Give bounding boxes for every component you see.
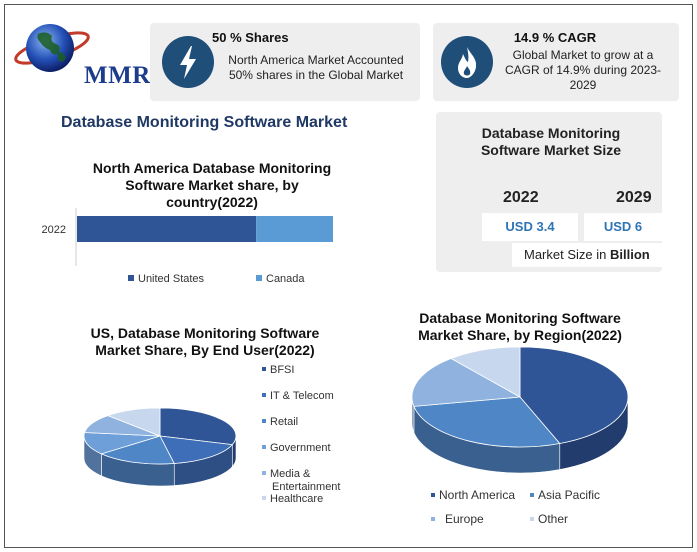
region-pie-slice-other xyxy=(450,346,521,398)
legend-item-retail: Retail xyxy=(262,416,298,428)
lightning-icon xyxy=(162,36,214,88)
legend-swatch-canada xyxy=(256,275,262,282)
value-2029-box: USD 6 xyxy=(584,213,662,241)
legend-swatch-other xyxy=(530,516,534,521)
legend-item-government: Government xyxy=(262,442,331,454)
legend-swatch-europe xyxy=(431,516,435,521)
legend-swatch-north-america xyxy=(431,492,435,497)
region-pie-title: Database Monitoring Software Market Shar… xyxy=(395,310,645,344)
legend-swatch-bfsi xyxy=(262,367,266,372)
legend-item-asia-pacific: Asia Pacific xyxy=(530,488,600,502)
shares-card-title: 50 % Shares xyxy=(212,30,289,45)
enduser-pie-slice-healthcare xyxy=(106,407,161,437)
legend-item-north-america: North America xyxy=(431,488,515,502)
legend-swatch-asia-pacific xyxy=(530,492,534,497)
legend-swatch-healthcare xyxy=(262,496,266,501)
bar-chart: 2022 xyxy=(42,208,333,266)
enduser-pie-slice-retail xyxy=(100,435,175,465)
legend-item-media: Media & Entertainment xyxy=(262,468,340,494)
unit-prefix: Market Size in xyxy=(524,247,610,262)
value-2022-box: USD 3.4 xyxy=(482,213,578,241)
legend-label-retail: Retail xyxy=(270,416,299,428)
region-pie-slice-asia-pacific xyxy=(413,396,561,448)
region-pie-slice-europe xyxy=(411,358,522,407)
shares-card: 50 % Shares North America Market Account… xyxy=(150,23,420,101)
legend-swatch-media xyxy=(262,471,266,476)
legend-item-other: Other xyxy=(530,512,568,526)
market-size-panel: Database Monitoring Software Market Size… xyxy=(436,112,662,272)
market-size-title: Database Monitoring Software Market Size xyxy=(436,125,666,159)
cagr-card-title: 14.9 % CAGR xyxy=(513,30,597,45)
region-pie-title-line1: Database Monitoring Software xyxy=(419,310,621,326)
legend-item-healthcare: Healthcare xyxy=(262,493,323,505)
bar-chart-title-line1: North America Database Monitoring xyxy=(92,160,332,176)
legend-label-canada: Canada xyxy=(266,273,305,285)
enduser-pie-slice-government xyxy=(83,432,161,455)
market-size-title-line1: Database Monitoring xyxy=(481,125,621,141)
legend-label-us: United States xyxy=(138,273,205,285)
year-2022-label: 2022 xyxy=(503,189,539,206)
bar-chart-title-line3: country(2022) xyxy=(166,194,258,210)
mmr-logo: MMR xyxy=(12,16,150,89)
year-2029-label: 2029 xyxy=(616,189,652,206)
bar-segment-canada xyxy=(256,216,333,242)
legend-swatch-it xyxy=(262,393,266,398)
legend-label-bfsi: BFSI xyxy=(270,364,295,376)
legend-item-europe: Europe xyxy=(431,512,484,526)
legend-label-it: IT & Telecom xyxy=(270,390,334,402)
legend-label-north-america: North America xyxy=(439,488,516,502)
cagr-card-line2: CAGR of 14.9% during 2023- xyxy=(504,63,662,77)
market-size-unit: Market Size in Billion xyxy=(512,243,662,267)
bar-segment-united-states xyxy=(77,216,257,242)
globe-icon xyxy=(14,24,90,72)
legend-swatch-government xyxy=(262,445,266,450)
enduser-pie-title-line1: US, Database Monitoring Software xyxy=(90,325,320,341)
region-pie-slice-north-america xyxy=(519,346,629,444)
legend-label-media-line2: Entertainment xyxy=(272,481,341,493)
enduser-pie-title: US, Database Monitoring Software Market … xyxy=(70,325,340,359)
legend-swatch-retail xyxy=(262,419,266,424)
legend-label-other: Other xyxy=(538,512,569,526)
legend-item-bfsi: BFSI xyxy=(262,364,294,376)
bar-chart-title: North America Database Monitoring Softwa… xyxy=(82,160,342,211)
flame-icon xyxy=(441,36,493,88)
cagr-card-body: Global Market to grow at a CAGR of 14.9%… xyxy=(493,48,673,93)
cagr-card-line3: 2029 xyxy=(569,78,597,92)
cagr-card: 14.9 % CAGR Global Market to grow at a C… xyxy=(433,23,679,101)
market-size-title-line2: Software Market Size xyxy=(480,142,622,158)
shares-card-line1: North America Market Accounted xyxy=(228,53,404,67)
shares-card-line2: 50% shares in the Global Market xyxy=(228,68,404,82)
main-title: Database Monitoring Software Market xyxy=(61,114,348,131)
region-pie-chart xyxy=(411,346,629,474)
legend-item-us: United States xyxy=(128,273,204,285)
legend-label-europe: Europe xyxy=(445,512,484,526)
region-pie-title-line2: Market Share, by Region(2022) xyxy=(418,327,622,343)
legend-label-asia-pacific: Asia Pacific xyxy=(538,488,601,502)
bar-category-label: 2022 xyxy=(42,224,66,236)
legend-label-media-line1: Media & xyxy=(270,468,311,480)
legend-label-healthcare: Healthcare xyxy=(270,493,324,505)
legend-label-government: Government xyxy=(270,442,331,454)
enduser-pie-slice-bfsi xyxy=(159,407,237,446)
legend-item-it: IT & Telecom xyxy=(262,390,334,402)
enduser-pie-slice-it-telecom xyxy=(159,435,234,464)
shares-card-body: North America Market Accounted 50% share… xyxy=(216,53,416,83)
legend-item-canada: Canada xyxy=(256,273,305,285)
enduser-pie-chart xyxy=(83,407,237,487)
bar-chart-title-line2: Software Market share, by xyxy=(125,177,299,193)
cagr-card-line1: Global Market to grow at a xyxy=(512,48,654,62)
unit-bold: Billion xyxy=(609,247,650,262)
logo-text: MMR xyxy=(84,62,151,89)
enduser-pie-title-line2: Market Share, By End User(2022) xyxy=(95,342,315,358)
legend-swatch-us xyxy=(128,275,134,282)
